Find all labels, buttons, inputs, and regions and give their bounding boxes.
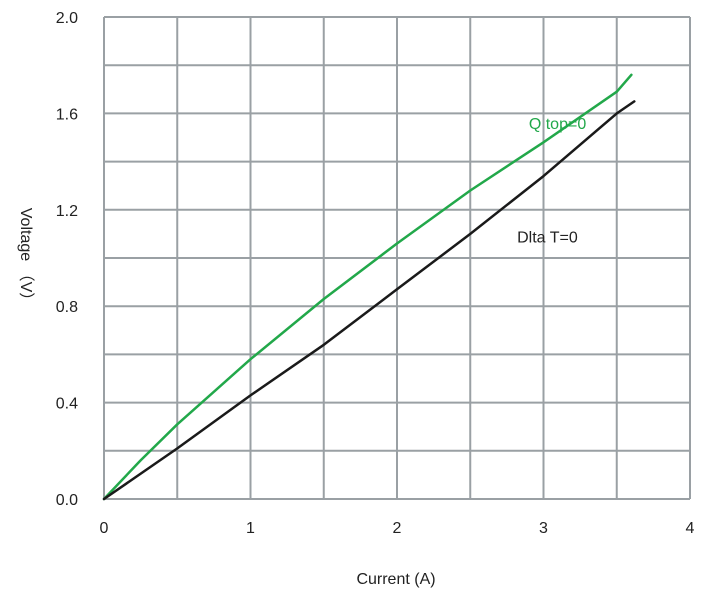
y-tick-label: 1.6 — [56, 106, 78, 123]
y-tick-label: 2.0 — [56, 10, 78, 27]
x-tick-label: 1 — [246, 520, 255, 537]
grid-lines — [103, 16, 691, 500]
x-tick-label: 3 — [539, 520, 548, 537]
series-annotations: Q top=0 Dlta T=0 — [517, 116, 586, 246]
y-tick-label: 0.4 — [56, 396, 78, 413]
y-tick-label: 0.0 — [56, 492, 78, 509]
y-tick-label: 0.8 — [56, 299, 78, 316]
tick-labels: 0 1 2 3 4 0.0 0.4 0.8 1.2 1.6 2.0 — [56, 10, 695, 537]
series-label: Dlta T=0 — [517, 229, 578, 246]
series-lines — [102, 73, 636, 501]
x-tick-label: 4 — [686, 520, 695, 537]
x-tick-label: 2 — [393, 520, 402, 537]
y-tick-label: 1.2 — [56, 203, 78, 220]
series-line — [102, 73, 633, 501]
x-axis-label: Current (A) — [356, 571, 435, 588]
x-tick-label: 0 — [100, 520, 109, 537]
series-label: Q top=0 — [529, 116, 586, 133]
series-line — [102, 100, 636, 501]
y-axis-label: Voltage （V） — [17, 208, 35, 309]
